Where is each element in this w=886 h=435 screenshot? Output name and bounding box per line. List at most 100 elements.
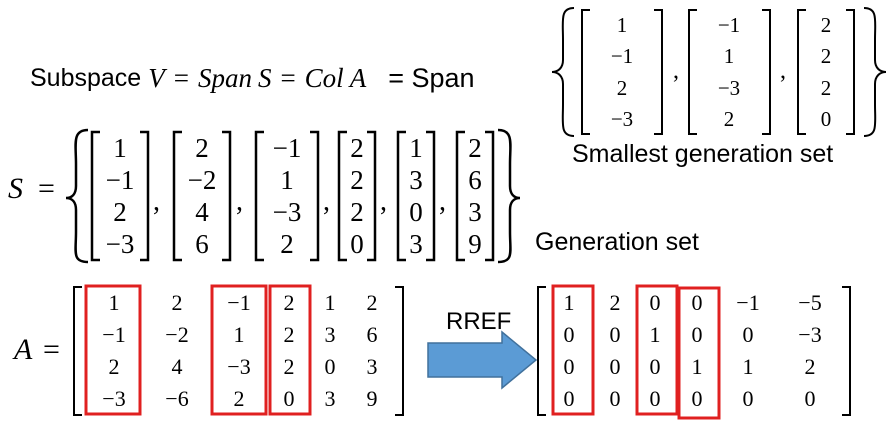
basis-vector-2: −1 1 −3 2 bbox=[700, 10, 758, 135]
basis-vector-3: 2 2 2 0 bbox=[806, 10, 846, 135]
matrix-entry: −1 bbox=[102, 322, 126, 347]
matrix-entry: 2 bbox=[233, 386, 245, 411]
rref-column-4: 0 0 1 0 bbox=[680, 287, 714, 415]
a-column-4: 2 2 2 0 bbox=[271, 287, 307, 415]
vector-entry: 2 bbox=[820, 44, 832, 69]
matrix-entry: −3 bbox=[227, 354, 251, 379]
matrix-entry: 0 bbox=[283, 386, 295, 411]
v-symbol: V bbox=[148, 62, 165, 93]
comma: , bbox=[380, 186, 387, 217]
vector-entry: −3 bbox=[610, 106, 634, 131]
matrix-entry: −6 bbox=[165, 386, 189, 411]
vector-entry: 1 bbox=[616, 13, 628, 38]
rref-column-5: −1 0 1 0 bbox=[725, 287, 771, 415]
matrix-entry: 2 bbox=[366, 290, 378, 315]
rref-label: RREF bbox=[446, 308, 512, 335]
vector-entry: −1 bbox=[272, 132, 302, 163]
matrix-entry: −5 bbox=[798, 290, 822, 315]
matrix-entry: −1 bbox=[227, 290, 251, 315]
vector-entry: −1 bbox=[610, 44, 634, 69]
left-bracket bbox=[90, 130, 100, 262]
rref-column-2: 2 0 0 0 bbox=[598, 287, 632, 415]
right-bracket bbox=[485, 130, 495, 262]
matrix-entry: 0 bbox=[609, 386, 621, 411]
generation-set-label: Generation set bbox=[535, 228, 699, 256]
vector-entry: 2 bbox=[723, 106, 735, 131]
rref-column-3: 0 1 0 0 bbox=[638, 287, 672, 415]
pivot-column-highlight bbox=[677, 286, 721, 420]
equals-sign: = bbox=[173, 62, 189, 93]
basis-vector-1: 1 −1 2 −3 bbox=[594, 10, 650, 135]
matrix-entry: 4 bbox=[171, 354, 183, 379]
pivot-column-highlight bbox=[210, 284, 268, 416]
vector-entry: 2 bbox=[280, 228, 294, 259]
matrix-entry: 1 bbox=[742, 354, 754, 379]
matrix-entry: 1 bbox=[108, 290, 120, 315]
vector-entry: 2 bbox=[468, 132, 482, 163]
s-symbol: S bbox=[257, 62, 272, 93]
s-vector-4: 2 2 2 0 bbox=[343, 132, 371, 260]
vector-entry: 3 bbox=[409, 164, 423, 195]
vector-entry: 2 bbox=[820, 13, 832, 38]
matrix-entry: 1 bbox=[563, 290, 575, 315]
vector-entry: 2 bbox=[113, 196, 127, 227]
right-bracket bbox=[426, 130, 436, 262]
matrix-entry: 0 bbox=[691, 290, 703, 315]
vector-entry: 2 bbox=[820, 75, 832, 100]
equals-sign: = bbox=[43, 333, 60, 366]
left-bracket bbox=[396, 130, 406, 262]
matrix-entry: 0 bbox=[563, 386, 575, 411]
subspace-definition: Subspace V = Span S = Col A = Span bbox=[30, 58, 475, 98]
comma: , bbox=[780, 58, 786, 84]
matrix-entry: 1 bbox=[649, 322, 661, 347]
left-bracket bbox=[337, 130, 347, 262]
matrix-entry: 0 bbox=[691, 386, 703, 411]
matrix-entry: 2 bbox=[804, 354, 816, 379]
matrix-entry: 1 bbox=[233, 322, 245, 347]
matrix-entry: 2 bbox=[283, 290, 295, 315]
right-bracket bbox=[842, 286, 851, 416]
right-bracket bbox=[395, 286, 404, 416]
left-bracket bbox=[254, 130, 264, 262]
vector-entry: −2 bbox=[187, 164, 217, 195]
a-column-2: 2 −2 4 −6 bbox=[153, 287, 201, 415]
matrix-entry: 2 bbox=[283, 322, 295, 347]
matrix-entry: 3 bbox=[324, 322, 336, 347]
vector-entry: 2 bbox=[195, 132, 209, 163]
vector-entry: 9 bbox=[468, 228, 482, 259]
vector-entry: −3 bbox=[272, 196, 302, 227]
left-bracket bbox=[797, 9, 806, 135]
right-bracket bbox=[140, 130, 150, 262]
vector-entry: 0 bbox=[820, 106, 832, 131]
matrix-entry: −1 bbox=[736, 290, 760, 315]
left-brace bbox=[65, 128, 89, 264]
subspace-word: Subspace bbox=[30, 63, 142, 92]
left-bracket bbox=[688, 9, 697, 135]
s-vector-5: 1 3 0 3 bbox=[402, 132, 430, 260]
rref-arrow-icon bbox=[427, 330, 538, 390]
rref-column-6: −5 −3 2 0 bbox=[786, 287, 834, 415]
right-bracket bbox=[222, 130, 232, 262]
comma: , bbox=[236, 186, 243, 217]
left-bracket bbox=[73, 286, 82, 416]
matrix-entry: 0 bbox=[649, 290, 661, 315]
a-label: A bbox=[14, 333, 33, 366]
right-bracket bbox=[367, 130, 377, 262]
right-bracket bbox=[654, 9, 663, 135]
left-bracket bbox=[537, 286, 546, 416]
right-brace bbox=[497, 128, 521, 264]
left-bracket bbox=[581, 9, 590, 135]
vector-entry: 6 bbox=[468, 164, 482, 195]
equals-span: = Span bbox=[388, 62, 475, 93]
matrix-entry: 1 bbox=[324, 290, 336, 315]
vector-entry: 0 bbox=[409, 196, 423, 227]
matrix-entry: 0 bbox=[563, 322, 575, 347]
right-bracket bbox=[762, 9, 771, 135]
left-bracket bbox=[172, 130, 182, 262]
rref-column-1: 1 0 0 0 bbox=[552, 287, 586, 415]
s-vector-1: 1 −1 2 −3 bbox=[96, 132, 144, 260]
matrix-entry: −2 bbox=[165, 322, 189, 347]
vector-entry: 1 bbox=[113, 132, 127, 163]
vector-entry: −1 bbox=[105, 164, 135, 195]
